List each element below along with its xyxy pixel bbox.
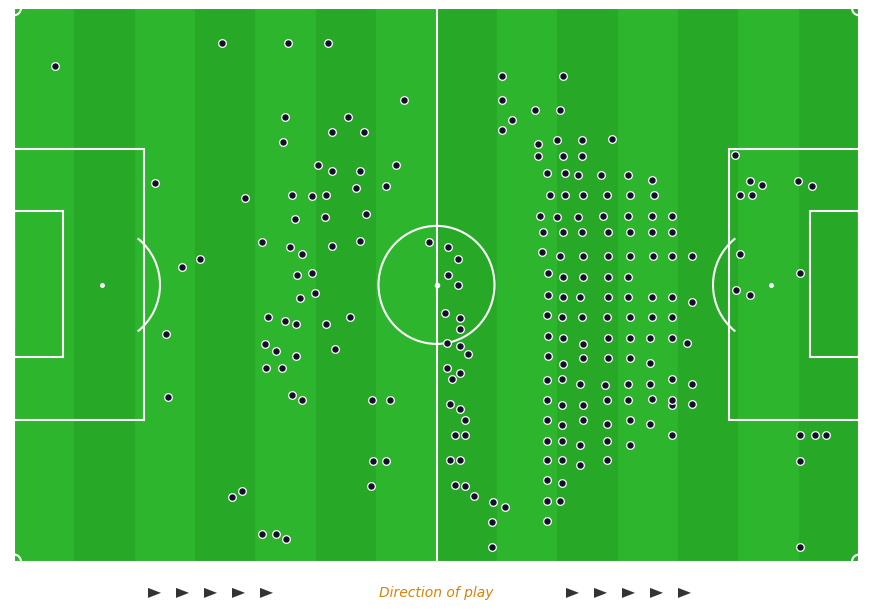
Bar <box>14 211 63 357</box>
Bar <box>316 8 376 562</box>
Polygon shape <box>204 588 217 598</box>
Bar <box>678 8 739 562</box>
Bar <box>729 148 859 420</box>
Bar <box>799 8 859 562</box>
Bar <box>256 8 316 562</box>
Polygon shape <box>622 588 635 598</box>
Bar <box>497 8 557 562</box>
Polygon shape <box>594 588 607 598</box>
Bar <box>14 8 74 562</box>
Polygon shape <box>148 588 161 598</box>
Text: Direction of play: Direction of play <box>379 586 493 600</box>
Polygon shape <box>260 588 273 598</box>
Bar <box>74 8 134 562</box>
Bar <box>810 211 859 357</box>
Polygon shape <box>650 588 663 598</box>
Polygon shape <box>176 588 189 598</box>
Bar <box>134 8 195 562</box>
Bar <box>14 148 144 420</box>
Bar <box>195 8 256 562</box>
Bar <box>0 248 14 320</box>
Polygon shape <box>566 588 579 598</box>
Bar <box>557 8 617 562</box>
Bar <box>859 248 873 320</box>
Bar <box>617 8 678 562</box>
Bar <box>436 8 497 562</box>
Polygon shape <box>232 588 245 598</box>
Polygon shape <box>678 588 691 598</box>
Bar <box>739 8 799 562</box>
Bar <box>376 8 436 562</box>
